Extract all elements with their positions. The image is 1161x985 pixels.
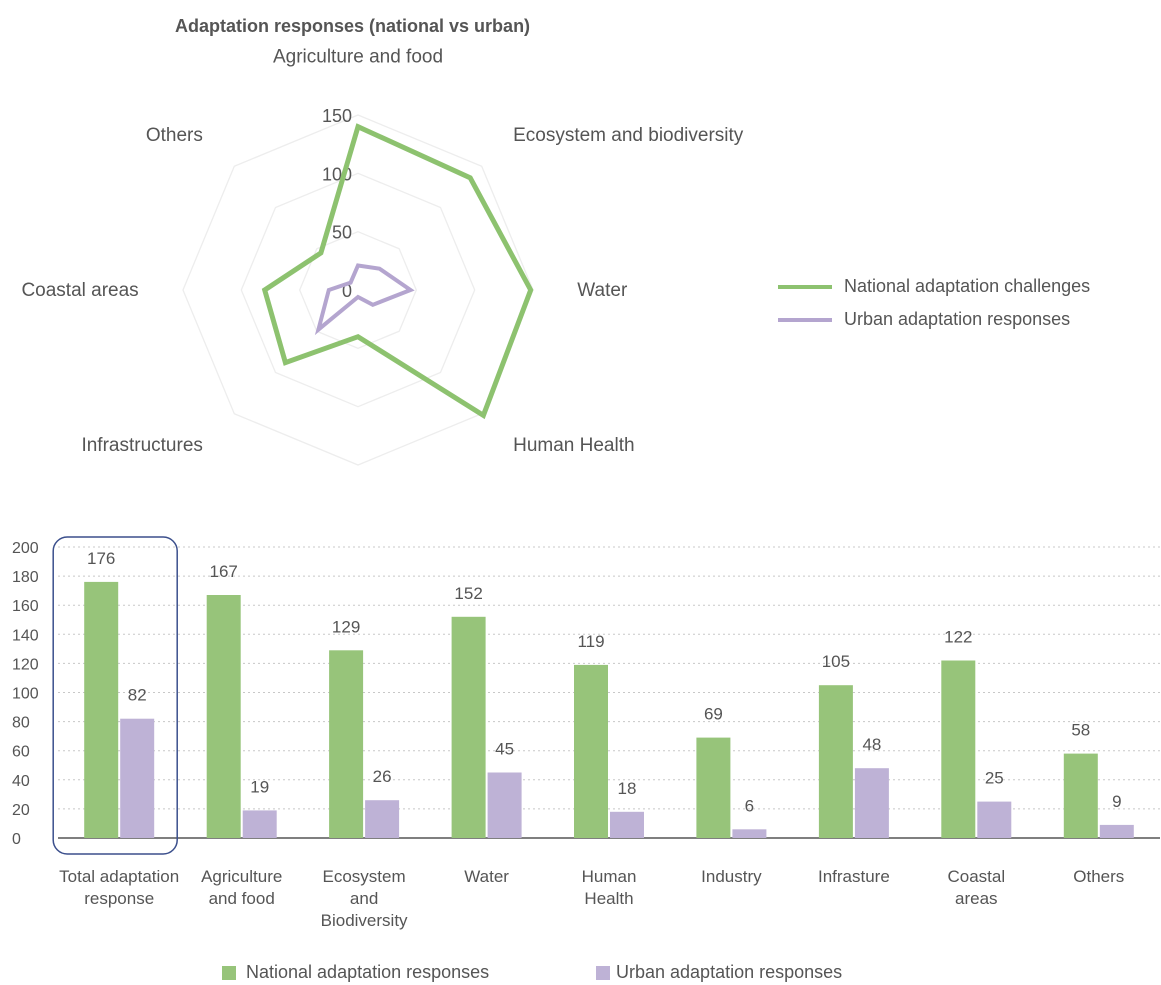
bar-category-label: Agriculture [201,867,282,886]
bar-category-label: Ecosystem [323,867,406,886]
bar-value-label: 19 [250,777,269,796]
bar-category-label: Infrasture [818,867,890,886]
legend-swatch-national [222,965,236,980]
legend-swatch-urban [596,965,610,980]
bar-value-label: 26 [373,767,392,786]
bar-ytick-label: 0 [12,831,21,848]
bar-national-adaptation-responses-infrasture [818,685,853,838]
bar-ytick-label: 140 [12,627,39,644]
bar-urban-adaptation-responses-water [487,772,522,838]
bar-value-label: 45 [495,740,514,759]
bar-value-label: 6 [745,796,754,815]
bar-value-label: 119 [577,632,604,651]
bar-category-label: and food [209,889,275,908]
radar-axis-label-ecosystem-and-biodiversity: Ecosystem and biodiversity [513,125,744,146]
bar-national-adaptation-responses-coastal-areas [941,660,976,838]
bar-urban-adaptation-responses-industry [732,829,767,838]
radar-axis-label-agriculture-and-food: Agriculture and food [273,47,443,68]
bar-national-adaptation-responses-water [451,616,486,838]
bar-ytick-label: 20 [12,802,30,819]
bar-urban-adaptation-responses-human-health [610,811,644,838]
bar-national-adaptation-responses-industry [696,737,731,838]
legend-line-national [778,284,832,289]
highlight-box [52,536,178,855]
radar-series-national-adaptation-challenges [261,123,534,420]
bar-urban-adaptation-responses-total-adaptation-response [120,718,155,838]
radar-tick-label: 0 [342,281,352,301]
legend-label-national-responses: National adaptation responses [246,962,490,982]
bar-category-label: Industry [701,867,762,886]
bar-category-label: Human [582,867,637,886]
radar-grid-ring [182,114,534,466]
bar-urban-adaptation-responses-agriculture-and-food [242,810,277,838]
radar-axis-label-human-health: Human Health [513,435,634,456]
bar-value-label: 9 [1112,792,1121,811]
radar-legend-national: National adaptation challenges [778,276,1090,297]
bar-value-label: 18 [618,779,637,798]
bar-value-label: 122 [944,628,972,647]
bar-value-label: 105 [822,652,850,671]
radar-axis-label-others: Others [146,125,203,146]
radar-axis-label-coastal-areas: Coastal areas [21,280,138,301]
radar-legend-urban: Urban adaptation responses [778,309,1070,330]
bar-ytick-label: 180 [12,569,39,586]
bar-category-label: areas [955,889,998,908]
bar-category-label: Coastal [947,867,1005,886]
bar-ytick-label: 200 [12,540,39,557]
bar-ytick-label: 60 [12,744,30,761]
bar-category-label: and [350,889,378,908]
bar-national-adaptation-responses-human-health [574,664,608,838]
bar-ytick-label: 40 [12,773,30,790]
bar-urban-adaptation-responses-infrasture [854,768,889,838]
radar-axis-label-water: Water [577,280,628,301]
bar-national-adaptation-responses-ecosystem-and-biodiversity [329,650,364,838]
radar-grid-ring [298,230,418,350]
bar-ytick-label: 80 [12,715,30,732]
bar-value-label: 152 [454,584,482,603]
bar-category-label: Health [584,889,633,908]
bar-national-adaptation-responses-agriculture-and-food [206,595,241,838]
bar-ytick-label: 120 [12,656,39,673]
radar-grid-ring [240,172,476,408]
radar-axis-label-infrastructures: Infrastructures [81,435,202,456]
radar-tick-label: 50 [332,223,352,243]
bar-value-label: 176 [87,549,115,568]
bar-national-adaptation-responses-total-adaptation-response [84,581,119,838]
legend-label-urban: Urban adaptation responses [844,309,1071,329]
legend-line-urban [778,317,832,322]
legend-label-urban-responses: Urban adaptation responses [616,962,843,982]
bar-value-label: 25 [985,769,1004,788]
bar-value-label: 58 [1071,721,1090,740]
bar-category-label: Others [1073,867,1124,886]
radar-tick-label: 150 [322,106,352,126]
bar-category-label: Water [464,867,509,886]
bar-value-label: 167 [210,562,238,581]
bar-value-label: 69 [704,705,723,724]
radar-series-urban-adaptation-responses [314,263,415,336]
bar-ytick-label: 160 [12,598,39,615]
bar-urban-adaptation-responses-others [1099,824,1134,838]
radar-title: Adaptation responses (national vs urban) [175,16,530,36]
bar-value-label: 48 [862,735,881,754]
bar-urban-adaptation-responses-coastal-areas [977,801,1012,838]
radar-chart: Adaptation responses (national vs urban)… [21,16,744,466]
bar-category-label: response [84,889,154,908]
bar-ytick-label: 100 [12,686,39,703]
bar-legend-urban: Urban adaptation responses [596,962,842,983]
bar-category-label: Biodiversity [321,911,408,930]
legend-label-national: National adaptation challenges [844,276,1091,296]
bar-urban-adaptation-responses-ecosystem-and-biodiversity [365,800,400,838]
bar-legend-national: National adaptation responses [222,962,489,983]
bar-value-label: 129 [332,617,360,636]
bar-value-label: 82 [128,686,147,705]
bar-national-adaptation-responses-others [1063,753,1098,838]
bar-category-label: Total adaptation [59,867,179,886]
